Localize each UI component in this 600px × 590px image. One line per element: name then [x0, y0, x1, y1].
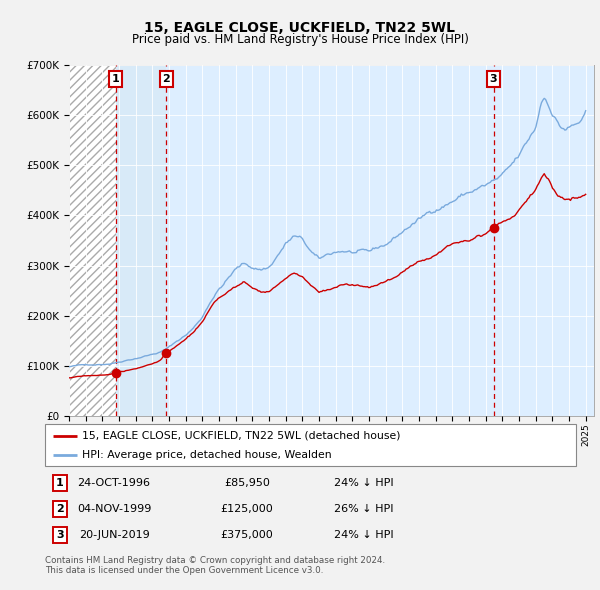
Text: Contains HM Land Registry data © Crown copyright and database right 2024.
This d: Contains HM Land Registry data © Crown c… [45, 556, 385, 575]
Text: 2: 2 [163, 74, 170, 84]
Text: 2: 2 [56, 504, 64, 514]
Text: £85,950: £85,950 [224, 478, 270, 489]
Text: £125,000: £125,000 [220, 504, 273, 514]
Text: 26% ↓ HPI: 26% ↓ HPI [334, 504, 394, 514]
Bar [116, 65, 166, 416]
Text: 24% ↓ HPI: 24% ↓ HPI [334, 530, 394, 540]
Text: Price paid vs. HM Land Registry's House Price Index (HPI): Price paid vs. HM Land Registry's House … [131, 33, 469, 46]
Text: 04-NOV-1999: 04-NOV-1999 [77, 504, 151, 514]
Text: 1: 1 [56, 478, 64, 489]
Text: 3: 3 [490, 74, 497, 84]
Text: 24% ↓ HPI: 24% ↓ HPI [334, 478, 394, 489]
Text: 24-OCT-1996: 24-OCT-1996 [77, 478, 151, 489]
Text: 15, EAGLE CLOSE, UCKFIELD, TN22 5WL (detached house): 15, EAGLE CLOSE, UCKFIELD, TN22 5WL (det… [82, 431, 401, 441]
Text: 3: 3 [56, 530, 64, 540]
Bar [69, 65, 116, 416]
Text: 1: 1 [112, 74, 120, 84]
Text: 20-JUN-2019: 20-JUN-2019 [79, 530, 149, 540]
Bar [69, 65, 116, 416]
Text: 15, EAGLE CLOSE, UCKFIELD, TN22 5WL: 15, EAGLE CLOSE, UCKFIELD, TN22 5WL [145, 21, 455, 35]
FancyBboxPatch shape [45, 424, 576, 466]
Text: £375,000: £375,000 [220, 530, 273, 540]
Text: HPI: Average price, detached house, Wealden: HPI: Average price, detached house, Weal… [82, 451, 332, 460]
